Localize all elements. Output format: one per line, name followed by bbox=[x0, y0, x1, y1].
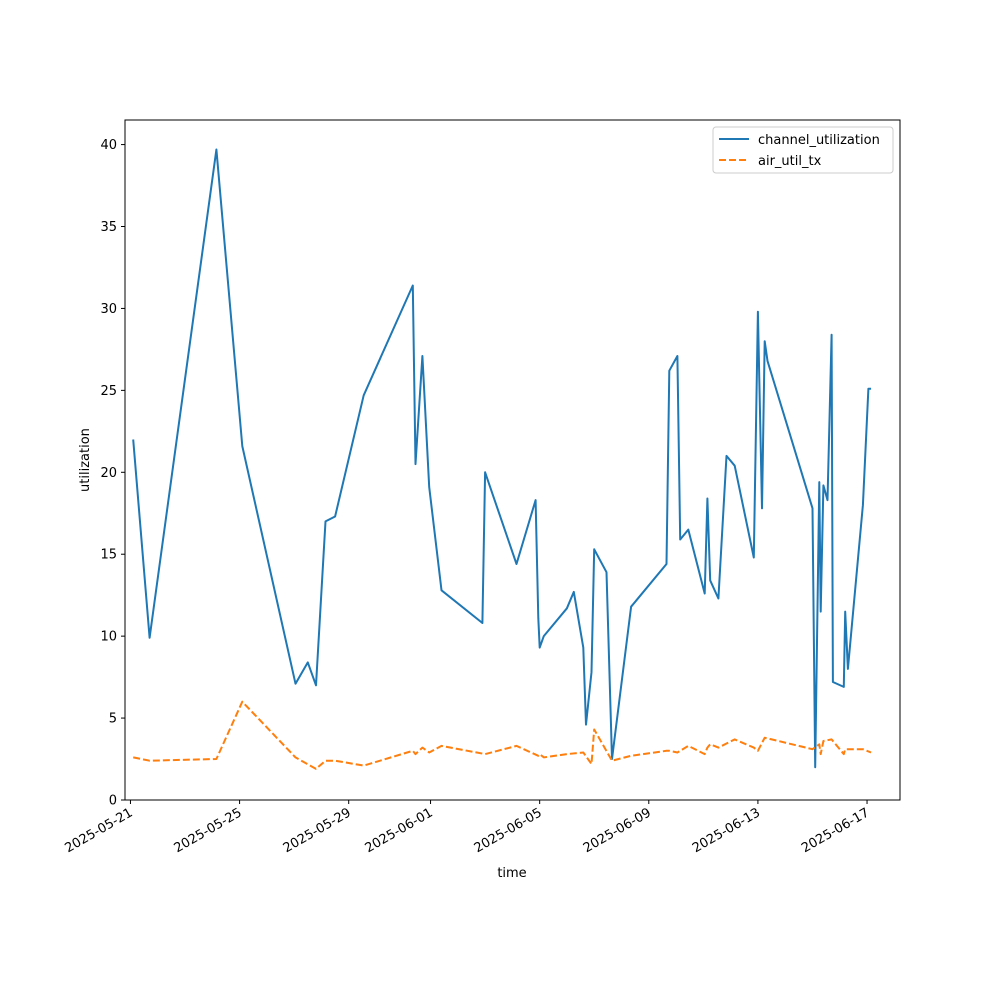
y-tick-label: 20 bbox=[100, 466, 117, 481]
plot-frame bbox=[124, 119, 901, 801]
x-axis-label: time bbox=[497, 866, 526, 881]
y-axis-ticks: 0 5 10 15 20 25 30 35 40 bbox=[100, 138, 125, 809]
x-tick-label: 2025-06-13 bbox=[690, 805, 763, 856]
x-tick-label: 2025-06-01 bbox=[363, 805, 436, 856]
x-tick-label: 2025-05-21 bbox=[63, 805, 136, 856]
x-tick-label: 2025-06-17 bbox=[799, 805, 872, 856]
y-tick-label: 5 bbox=[109, 712, 117, 727]
y-tick-label: 25 bbox=[100, 384, 117, 399]
legend: channel_utilization air_util_tx bbox=[712, 126, 894, 174]
x-axis-ticks: 2025-05-21 2025-05-25 2025-05-29 2025-06-01… bbox=[63, 800, 872, 856]
y-tick-label: 15 bbox=[100, 548, 117, 563]
y-tick-label: 0 bbox=[109, 794, 117, 809]
y-axis-label: utilization bbox=[78, 428, 93, 492]
legend-label-channel-utilization: channel_utilization bbox=[758, 133, 880, 148]
y-tick-label: 10 bbox=[100, 630, 117, 645]
series-line-channel-utilization bbox=[132, 148, 872, 769]
y-tick-label: 35 bbox=[100, 220, 117, 235]
x-tick-label: 2025-06-05 bbox=[472, 805, 545, 856]
legend-label-air-util-tx: air_util_tx bbox=[758, 154, 822, 169]
series-layer bbox=[132, 148, 872, 770]
x-tick-label: 2025-06-09 bbox=[581, 805, 654, 856]
x-tick-label: 2025-05-29 bbox=[281, 805, 354, 856]
series-line-air-util-tx bbox=[133, 700, 872, 770]
x-tick-label: 2025-05-25 bbox=[172, 805, 245, 856]
legend-box bbox=[712, 126, 894, 174]
y-tick-label: 30 bbox=[100, 302, 117, 317]
y-tick-label: 40 bbox=[100, 138, 117, 153]
